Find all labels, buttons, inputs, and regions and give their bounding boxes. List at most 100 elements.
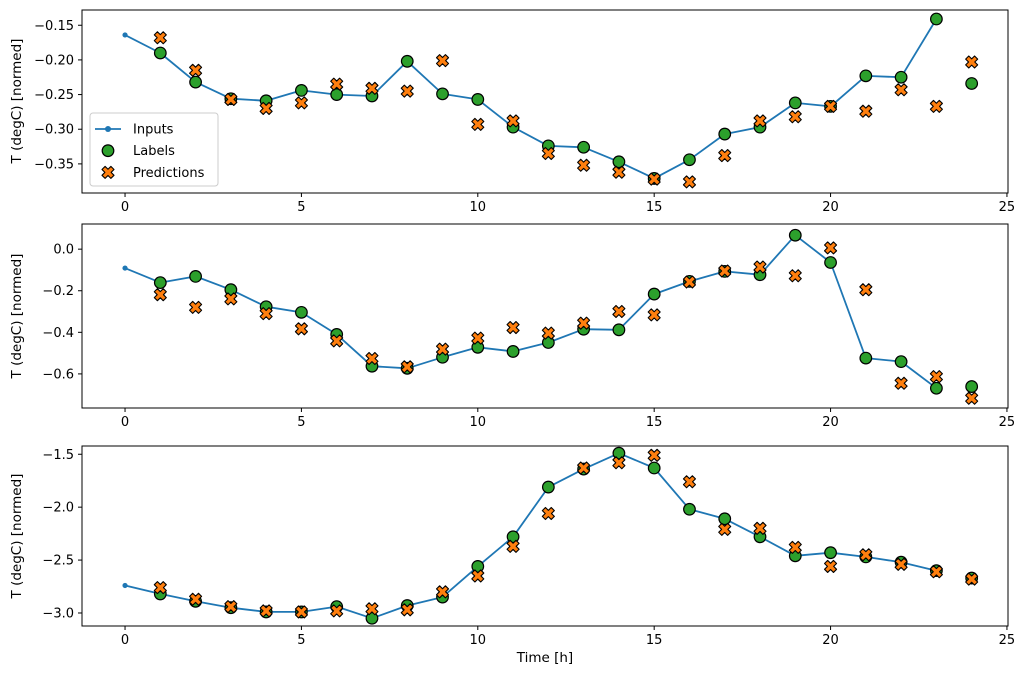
prediction-x-marker bbox=[929, 565, 943, 579]
label-circle-marker bbox=[612, 323, 626, 337]
y-axis-ticks: −1.5 −2.0 −2.5 −3.0 bbox=[42, 448, 82, 621]
prediction-x-marker bbox=[435, 585, 450, 599]
label-circle-marker bbox=[894, 70, 908, 84]
x-tick-label: 10 bbox=[470, 633, 487, 648]
axes-frame bbox=[81, 445, 1009, 627]
label-circle-marker bbox=[683, 153, 696, 167]
prediction-x-marker bbox=[153, 581, 167, 595]
legend-entry-label: Inputs bbox=[133, 123, 174, 138]
prediction-x-marker bbox=[541, 326, 555, 340]
prediction-x-marker bbox=[153, 31, 167, 45]
prediction-x-marker bbox=[612, 456, 626, 470]
x-axis-title: Time [h] bbox=[516, 650, 574, 666]
predictions-series bbox=[153, 448, 979, 619]
label-circle-marker bbox=[718, 127, 732, 141]
prediction-x-marker bbox=[894, 376, 908, 390]
x-axis-ticks: 0 5 10 15 20 25 bbox=[121, 408, 1015, 430]
prediction-x-marker bbox=[894, 83, 908, 97]
label-circle-marker bbox=[929, 12, 943, 26]
x-tick-label: 20 bbox=[822, 200, 839, 215]
prediction-x-marker bbox=[506, 320, 520, 335]
y-tick-label: −0.4 bbox=[42, 326, 74, 341]
prediction-x-marker bbox=[577, 158, 591, 172]
prediction-x-marker bbox=[330, 77, 344, 91]
label-circle-marker bbox=[647, 461, 661, 475]
x-tick-label: 20 bbox=[822, 415, 839, 430]
x-tick-label: 25 bbox=[999, 415, 1016, 430]
prediction-x-marker bbox=[189, 63, 203, 77]
prediction-x-marker bbox=[788, 110, 802, 124]
legend-box bbox=[89, 112, 219, 187]
x-tick-label: 0 bbox=[121, 415, 129, 430]
prediction-x-marker bbox=[859, 548, 873, 562]
prediction-x-marker bbox=[788, 540, 802, 554]
prediction-x-marker bbox=[294, 322, 308, 336]
prediction-x-marker bbox=[577, 461, 591, 475]
legend-entry-label: Predictions bbox=[133, 166, 205, 181]
prediction-x-marker bbox=[718, 264, 732, 278]
predictions-series bbox=[153, 31, 979, 189]
legend-entry-labels: Labels bbox=[101, 144, 175, 159]
prediction-x-marker bbox=[435, 54, 450, 68]
x-tick-label: 15 bbox=[646, 200, 663, 215]
prediction-x-marker bbox=[577, 316, 591, 330]
label-circle-marker bbox=[506, 345, 520, 358]
label-circle-marker bbox=[577, 140, 591, 154]
prediction-x-marker bbox=[400, 603, 414, 617]
label-circle-marker bbox=[824, 546, 837, 560]
legend-line-dot-glyph bbox=[105, 126, 111, 132]
prediction-x-marker bbox=[259, 307, 273, 321]
legend-circle-glyph bbox=[101, 144, 115, 158]
prediction-x-marker bbox=[753, 114, 767, 128]
label-circle-marker bbox=[824, 256, 837, 269]
prediction-x-marker bbox=[189, 300, 203, 314]
x-tick-label: 15 bbox=[646, 415, 663, 430]
prediction-x-marker bbox=[612, 304, 626, 319]
prediction-x-marker bbox=[189, 592, 203, 606]
prediction-x-marker bbox=[471, 569, 485, 583]
axes-frame bbox=[81, 223, 1009, 409]
prediction-x-marker bbox=[682, 475, 697, 489]
input-dot-marker bbox=[122, 265, 128, 271]
y-tick-label: 0.0 bbox=[53, 243, 74, 258]
x-tick-label: 5 bbox=[297, 415, 305, 430]
prediction-x-marker bbox=[259, 101, 273, 115]
label-circle-marker bbox=[965, 77, 979, 90]
label-circle-marker bbox=[471, 93, 485, 106]
label-circle-marker bbox=[295, 84, 308, 97]
prediction-x-marker bbox=[365, 351, 379, 366]
y-tick-label: −0.20 bbox=[34, 53, 74, 68]
y-tick-label: −2.5 bbox=[42, 554, 74, 569]
x-tick-label: 5 bbox=[297, 200, 305, 215]
prediction-x-marker bbox=[788, 269, 802, 283]
label-circle-marker bbox=[718, 512, 732, 526]
prediction-x-marker bbox=[330, 604, 344, 618]
prediction-x-marker bbox=[330, 334, 344, 348]
x-tick-label: 20 bbox=[822, 633, 839, 648]
prediction-x-marker bbox=[541, 146, 555, 161]
prediction-x-marker bbox=[718, 149, 732, 163]
label-circle-marker bbox=[400, 54, 414, 68]
label-circle-marker bbox=[965, 380, 979, 393]
prediction-x-marker bbox=[682, 175, 697, 189]
prediction-x-marker bbox=[365, 81, 379, 95]
label-circle-marker bbox=[859, 351, 873, 365]
prediction-x-marker bbox=[965, 391, 979, 405]
prediction-x-marker bbox=[541, 506, 555, 521]
y-tick-label: −0.2 bbox=[42, 284, 74, 299]
prediction-x-marker bbox=[506, 539, 520, 553]
x-tick-label: 10 bbox=[470, 415, 487, 430]
prediction-x-marker bbox=[824, 241, 838, 255]
y-tick-label: −1.5 bbox=[42, 448, 74, 463]
y-tick-label: −3.0 bbox=[42, 606, 74, 621]
legend: Inputs Labels Predictions bbox=[89, 112, 219, 187]
y-tick-label: −0.30 bbox=[34, 123, 74, 138]
prediction-x-marker bbox=[753, 521, 767, 535]
prediction-x-marker bbox=[153, 288, 167, 302]
prediction-x-marker bbox=[647, 172, 661, 186]
y-tick-label: −0.6 bbox=[42, 367, 74, 382]
x-tick-label: 5 bbox=[297, 633, 305, 648]
prediction-x-marker bbox=[294, 96, 308, 110]
label-circle-marker bbox=[788, 96, 802, 110]
